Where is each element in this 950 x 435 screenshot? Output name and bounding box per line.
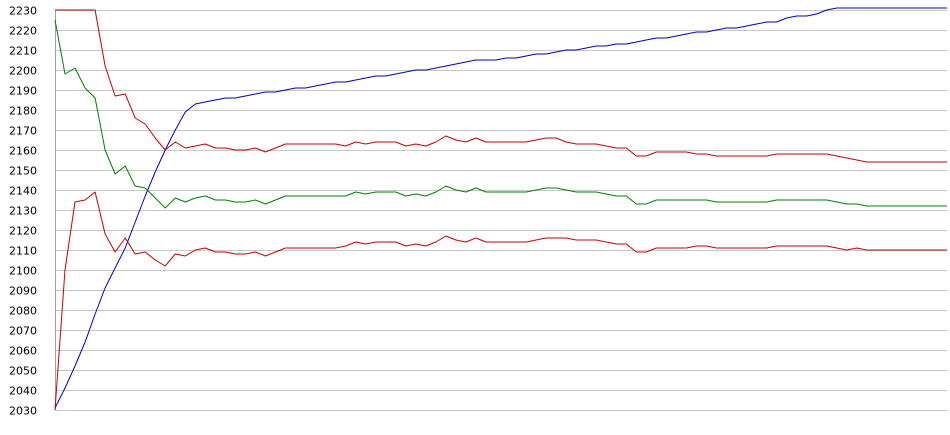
y-tick-label: 2050 [9,365,37,378]
y-tick-label: 2030 [9,405,37,418]
y-tick-label: 2080 [9,305,37,318]
y-tick-label: 2070 [9,325,37,338]
series-line-1 [54,7,947,409]
y-tick-label: 2190 [9,85,37,98]
y-tick-label: 2230 [9,5,37,18]
y-tick-label: 2110 [9,245,37,258]
y-tick-label: 2210 [9,45,37,58]
y-tick-label: 2220 [9,25,37,38]
series-line-4 [54,191,947,411]
y-tick-label: 2090 [9,285,37,298]
y-tick-label: 2180 [9,105,37,118]
series-line-3 [54,19,947,209]
y-tick-label: 2160 [9,145,37,158]
y-tick-label: 2040 [9,385,37,398]
gridlines [55,10,947,411]
series-lines [54,7,947,411]
series-line-2 [55,9,947,163]
y-tick-label: 2100 [9,265,37,278]
y-tick-label: 2200 [9,65,37,78]
y-axis-tick-labels: 2030 2040 2050 2060 2070 2080 2090 2100 2110 2120… [9,5,37,418]
y-tick-label: 2170 [9,125,37,138]
y-tick-label: 2140 [9,185,37,198]
y-tick-label: 2060 [9,345,37,358]
y-tick-label: 2130 [9,205,37,218]
y-tick-label: 2150 [9,165,37,178]
y-tick-label: 2120 [9,225,37,238]
